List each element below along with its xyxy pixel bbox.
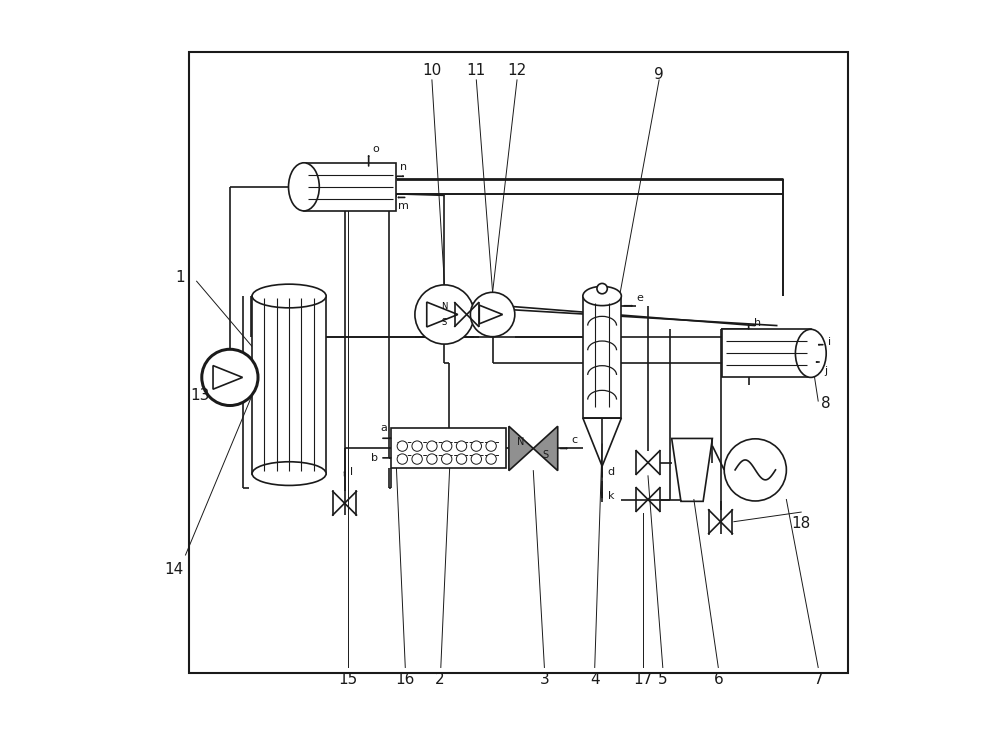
Circle shape bbox=[397, 454, 408, 464]
Text: k: k bbox=[608, 491, 614, 501]
Text: j: j bbox=[824, 366, 827, 376]
Ellipse shape bbox=[795, 329, 826, 377]
Bar bbox=[189, 52, 848, 673]
Polygon shape bbox=[479, 305, 503, 324]
Text: 9: 9 bbox=[654, 67, 664, 81]
Circle shape bbox=[427, 454, 437, 464]
Polygon shape bbox=[427, 302, 458, 327]
Text: c: c bbox=[571, 434, 577, 445]
Text: 12: 12 bbox=[507, 63, 527, 78]
Text: 2: 2 bbox=[435, 672, 444, 687]
Ellipse shape bbox=[289, 163, 319, 211]
Bar bbox=[252, 296, 326, 474]
Circle shape bbox=[456, 454, 467, 464]
Text: o: o bbox=[373, 144, 379, 155]
Text: N: N bbox=[517, 437, 525, 447]
Circle shape bbox=[456, 441, 467, 451]
Ellipse shape bbox=[252, 462, 326, 485]
Text: 4: 4 bbox=[590, 672, 600, 687]
Circle shape bbox=[427, 441, 437, 451]
Circle shape bbox=[471, 454, 482, 464]
Circle shape bbox=[471, 441, 482, 451]
Text: 15: 15 bbox=[339, 672, 358, 687]
Text: 7: 7 bbox=[813, 672, 823, 687]
Ellipse shape bbox=[583, 286, 621, 306]
Circle shape bbox=[397, 441, 408, 451]
Circle shape bbox=[724, 439, 786, 501]
Text: 14: 14 bbox=[165, 562, 184, 577]
Circle shape bbox=[486, 441, 496, 451]
Circle shape bbox=[412, 441, 422, 451]
Bar bbox=[391, 428, 506, 468]
Bar bbox=[304, 163, 396, 211]
Polygon shape bbox=[213, 366, 243, 389]
Text: N: N bbox=[441, 302, 448, 311]
Text: S: S bbox=[542, 450, 549, 460]
Polygon shape bbox=[509, 426, 533, 471]
Text: 1: 1 bbox=[176, 270, 185, 285]
Text: 6: 6 bbox=[713, 672, 723, 687]
Text: 8: 8 bbox=[821, 396, 830, 411]
Text: d: d bbox=[607, 467, 615, 477]
Circle shape bbox=[486, 454, 496, 464]
Circle shape bbox=[442, 454, 452, 464]
Text: 17: 17 bbox=[633, 672, 652, 687]
Text: h: h bbox=[754, 318, 761, 329]
Text: 3: 3 bbox=[540, 672, 549, 687]
Ellipse shape bbox=[252, 284, 326, 308]
Text: 5: 5 bbox=[658, 672, 668, 687]
Circle shape bbox=[442, 441, 452, 451]
Text: S: S bbox=[442, 318, 447, 327]
Circle shape bbox=[202, 349, 258, 406]
Text: 11: 11 bbox=[467, 63, 486, 78]
Text: a: a bbox=[380, 423, 387, 433]
Text: 10: 10 bbox=[422, 63, 442, 78]
Text: b: b bbox=[371, 453, 378, 463]
Polygon shape bbox=[533, 426, 558, 471]
Bar bbox=[583, 296, 621, 418]
Text: l: l bbox=[350, 467, 354, 477]
Text: 16: 16 bbox=[396, 672, 415, 687]
Bar bbox=[722, 329, 811, 377]
Circle shape bbox=[470, 292, 515, 337]
Circle shape bbox=[415, 285, 474, 344]
Text: m: m bbox=[398, 201, 409, 212]
Text: 18: 18 bbox=[792, 517, 811, 531]
Text: i: i bbox=[828, 337, 831, 348]
Text: 13: 13 bbox=[191, 388, 210, 403]
Circle shape bbox=[412, 454, 422, 464]
Text: e: e bbox=[636, 293, 643, 303]
Circle shape bbox=[597, 283, 607, 294]
Text: n: n bbox=[400, 162, 407, 172]
